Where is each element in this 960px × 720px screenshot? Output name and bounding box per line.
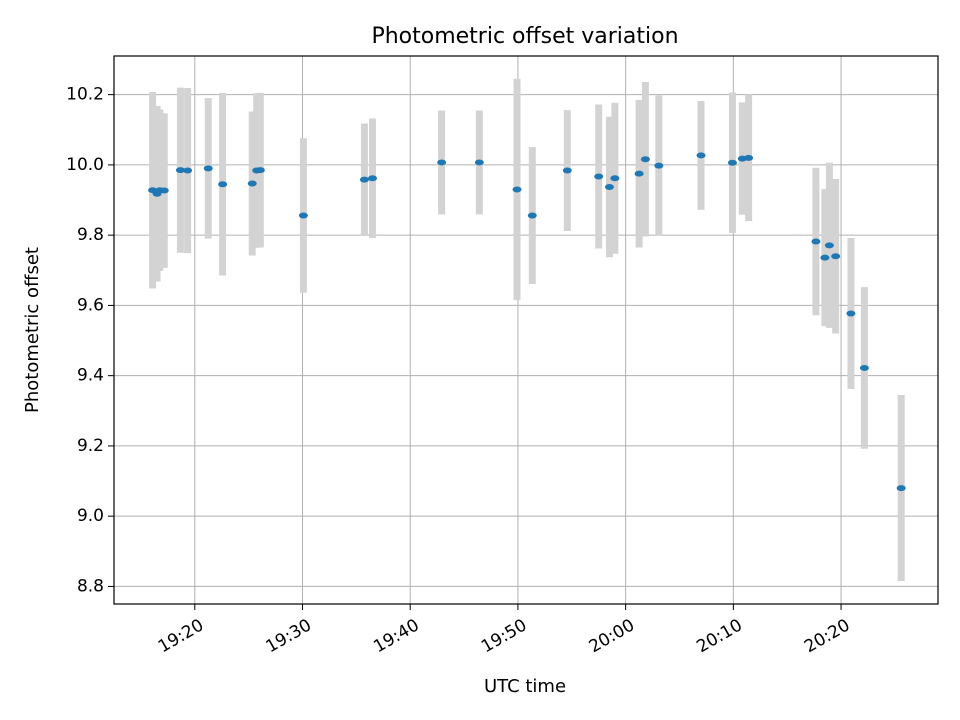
- y-tick-label: 9.4: [77, 366, 104, 386]
- data-point: [859, 364, 869, 371]
- data-point: [562, 167, 572, 174]
- y-tick-label: 10.0: [66, 155, 104, 175]
- y-tick-label: 9.6: [77, 295, 104, 315]
- data-point: [175, 167, 185, 174]
- data-point: [831, 253, 841, 260]
- y-axis-label: Photometric offset: [22, 247, 43, 413]
- data-point: [512, 186, 522, 193]
- data-point: [359, 176, 369, 183]
- data-point: [640, 156, 650, 163]
- x-axis-label: UTC time: [484, 676, 566, 697]
- y-tick-label: 9.8: [77, 225, 104, 245]
- data-point: [247, 180, 257, 187]
- chart-title: Photometric offset variation: [371, 24, 678, 49]
- data-point: [654, 162, 664, 169]
- data-point: [368, 175, 378, 182]
- y-tick-label: 10.2: [66, 85, 104, 105]
- data-point: [744, 154, 754, 161]
- data-point: [203, 165, 213, 172]
- data-point: [527, 212, 537, 219]
- y-tick-label: 9.2: [77, 436, 104, 456]
- points: [148, 152, 906, 492]
- data-point: [846, 310, 856, 317]
- data-point: [594, 173, 604, 180]
- data-point: [604, 184, 614, 191]
- data-point: [255, 167, 265, 174]
- data-point: [824, 242, 834, 249]
- data-point: [634, 170, 644, 177]
- y-axis: 8.8 9.0 9.2 9.4 9.6 9.8 10.0 10.2: [66, 85, 114, 596]
- data-point: [820, 254, 830, 261]
- data-point: [610, 175, 620, 182]
- data-point: [437, 159, 447, 166]
- data-point: [896, 485, 906, 492]
- data-point: [696, 152, 706, 159]
- data-point: [298, 212, 308, 219]
- data-point: [159, 187, 169, 194]
- data-point: [474, 159, 484, 166]
- data-point: [811, 238, 821, 245]
- data-point: [218, 181, 228, 188]
- y-tick-label: 9.0: [77, 506, 104, 526]
- y-tick-label: 8.8: [77, 576, 104, 596]
- data-point: [183, 167, 193, 174]
- data-point: [727, 159, 737, 166]
- plot-frame: [113, 55, 939, 605]
